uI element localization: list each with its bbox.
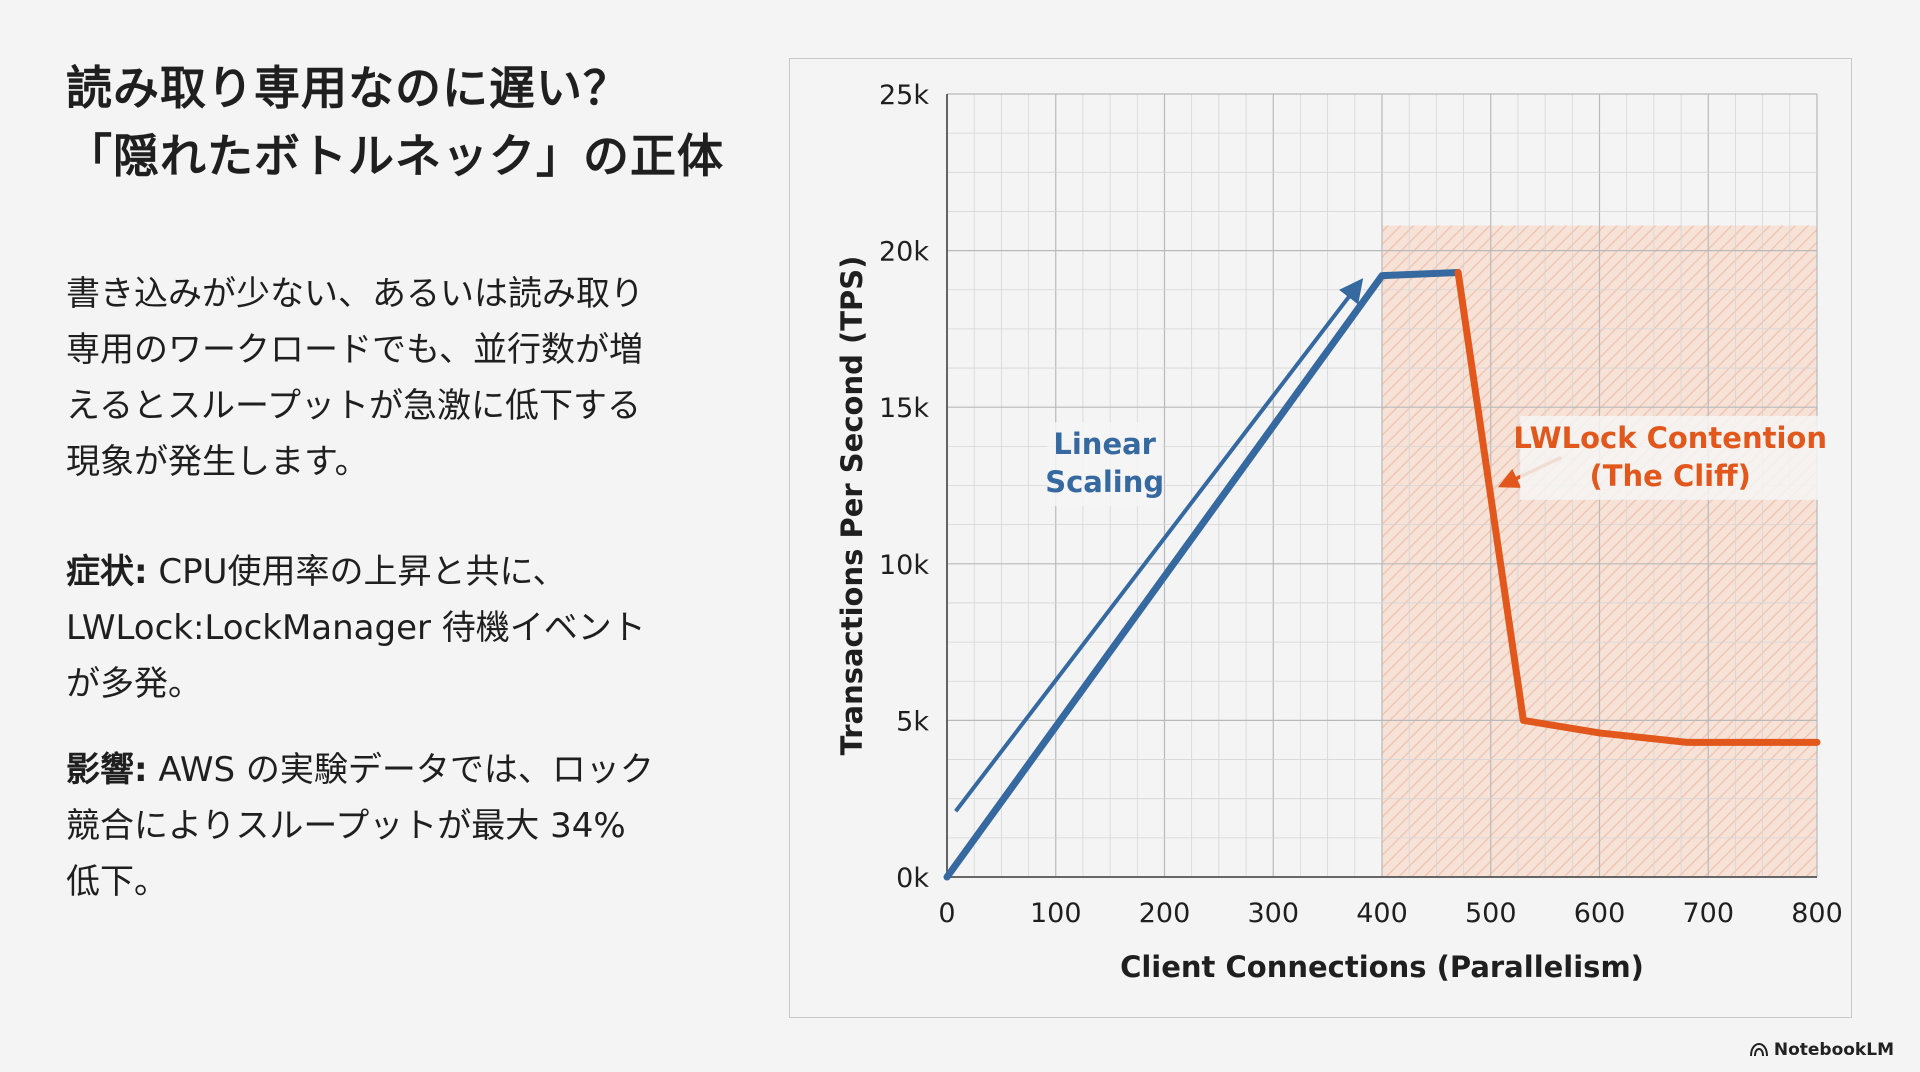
intro-line: えるとスループットが急激に低下する: [66, 386, 641, 426]
impact-label: 影響:: [66, 750, 148, 790]
y-axis-title: Transactions Per Second (TPS): [835, 256, 869, 756]
symptom-paragraph: 症状: CPU使用率の上昇と共に、 LWLock:LockManager 待機イ…: [66, 544, 706, 712]
annotation-bg: [1047, 422, 1163, 507]
annotation-bg: [1520, 415, 1821, 500]
symptom-line: が多発。: [66, 664, 202, 704]
annotation-label: LWLock Contention: [1513, 421, 1827, 455]
annotation-label: Linear: [1053, 427, 1156, 461]
notebooklm-logo-icon: [1749, 1043, 1768, 1057]
intro-line: 現象が発生します。: [66, 442, 369, 482]
x-axis-title: Client Connections (Parallelism): [1120, 950, 1644, 984]
x-tick-label: 500: [1465, 898, 1517, 929]
x-tick-label: 300: [1247, 898, 1299, 929]
annotation-arrow: [954, 278, 1364, 813]
annotation-label: (The Cliff): [1590, 459, 1751, 493]
slide-title: 読み取り専用なのに遅い？ 「隠れたボトルネック」の正体: [66, 54, 724, 190]
notebooklm-brand: NotebookLM: [1749, 1040, 1894, 1060]
chart-panel: 0 100 200 300 400 500 600 700 800 0k 5k 10k 15k 20k 25…: [789, 58, 1852, 1018]
y-tick-label: 0k: [896, 863, 929, 894]
intro-line: 書き込みが少ない、あるいは読み取り: [66, 274, 644, 314]
y-tick-label: 5k: [896, 706, 929, 737]
series-line-lwlock-cliff: [1454, 269, 1821, 746]
y-tick-label: 20k: [879, 237, 929, 268]
impact-line: 低下。: [66, 862, 168, 902]
intro-paragraph: 書き込みが少ない、あるいは読み取り 専用のワークロードでも、並行数が増 えるとス…: [66, 266, 706, 490]
x-tick-label: 200: [1139, 898, 1191, 929]
x-tick-label: 600: [1574, 898, 1626, 929]
tps-chart: 0 100 200 300 400 500 600 700 800 0k 5k 10k 15k 20k 25…: [835, 80, 1843, 984]
symptom-label: 症状:: [66, 552, 148, 592]
x-tick-label: 700: [1682, 898, 1734, 929]
x-tick-label: 0: [938, 898, 955, 929]
y-tick-label: 25k: [879, 80, 929, 111]
impact-line: 競合によりスループットが最大 34%: [66, 806, 626, 846]
symptom-line: LWLock:LockManager 待機イベント: [66, 608, 646, 648]
symptom-line: 症状: CPU使用率の上昇と共に、: [66, 544, 706, 600]
impact-paragraph: 影響: AWS の実験データでは、ロック 競合によりスループットが最大 34% …: [66, 742, 706, 910]
x-tick-label: 400: [1356, 898, 1408, 929]
series-line-linear-scaling: [943, 269, 1462, 881]
impact-text: AWS の実験データでは、ロック: [158, 750, 654, 790]
intro-line: 専用のワークロードでも、並行数が増: [66, 330, 643, 370]
annotation-label: Scaling: [1045, 465, 1164, 499]
x-tick-label: 100: [1030, 898, 1082, 929]
y-tick-label: 15k: [879, 393, 929, 424]
title-line-2: 「隠れたボトルネック」の正体: [66, 129, 724, 183]
x-tick-label: 800: [1791, 898, 1843, 929]
title-line-1: 読み取り専用なのに遅い？: [66, 61, 630, 115]
y-tick-label: 10k: [879, 550, 929, 581]
brand-name: NotebookLM: [1773, 1040, 1894, 1060]
symptom-text: CPU使用率の上昇と共に、: [158, 552, 567, 592]
impact-line: 影響: AWS の実験データでは、ロック: [66, 742, 706, 798]
